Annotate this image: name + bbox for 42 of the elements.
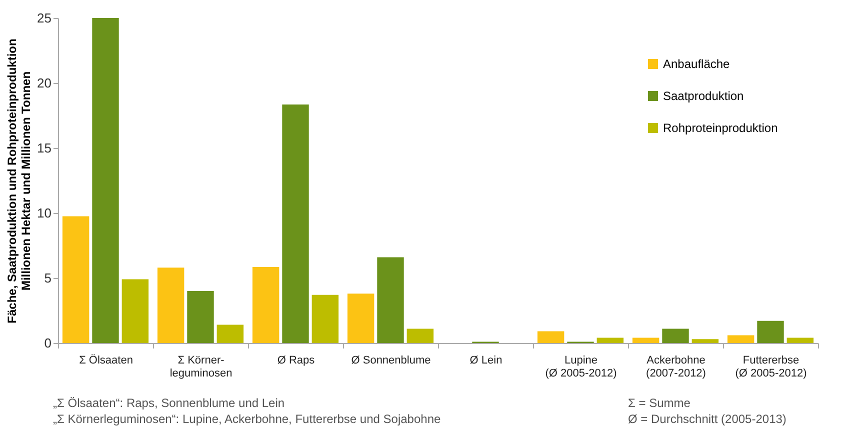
bar: [786, 338, 814, 343]
x-tick-label: Ackerbohne (2007-2012): [646, 354, 706, 380]
text: Ø = Durchschnitt (2005-2013): [628, 412, 786, 426]
bar: [692, 339, 719, 343]
bar: [537, 331, 564, 343]
x-tick-label: Ø Sonnenblume: [351, 354, 431, 366]
bar: [757, 320, 784, 343]
bar: [312, 294, 339, 343]
bar: [216, 324, 244, 343]
bar: [62, 216, 90, 343]
legend-label: Saatproduktion: [663, 89, 744, 103]
bar: [727, 335, 754, 343]
bar: [596, 338, 624, 343]
x-tick-label: Σ Ölsaaten: [79, 354, 133, 366]
bar: [347, 294, 374, 343]
y-axis-title: Fäche, Saatproduktion und Rohproteinproduktion Millionen Hektar und Millionen Tonnen: [5, 38, 34, 324]
legend-label: Anbaufläche: [663, 57, 730, 71]
x-tick-label: Lupine (Ø 2005-2012): [545, 354, 617, 380]
bar: [632, 338, 660, 343]
y-tick-label: 15: [37, 140, 52, 156]
y-tick-label: 10: [37, 206, 52, 220]
y-tick-label: 25: [37, 10, 52, 26]
text: „Σ Ölsaaten“: Raps, Sonnenblume und Lein: [53, 396, 285, 410]
x-tick-label: Ø Lein: [470, 354, 502, 366]
legend-label: Rohproteinproduktion: [663, 121, 778, 135]
bar: [252, 266, 280, 343]
bar: [406, 328, 434, 343]
bar: [122, 279, 149, 343]
text: „Σ Körnerleguminosen“: Lupine, Ackerbohne, Futtererbse und Sojabohne: [53, 412, 441, 426]
x-tick-label: Σ Körner- leguminosen: [170, 354, 232, 380]
y-tick-label: 0: [44, 336, 52, 350]
bar: [377, 257, 404, 343]
x-tick-label: Ø Raps: [277, 354, 316, 366]
bar: [157, 268, 184, 343]
bar: [92, 18, 119, 343]
y-tick-label: 20: [37, 76, 52, 90]
bar: [282, 104, 309, 343]
x-tick-label: Futtererbse (Ø 2005-2012): [735, 354, 807, 380]
text: Σ = Summe: [628, 396, 691, 410]
y-tick-label: 5: [44, 270, 52, 286]
bar: [187, 291, 214, 343]
bar: [662, 328, 689, 343]
